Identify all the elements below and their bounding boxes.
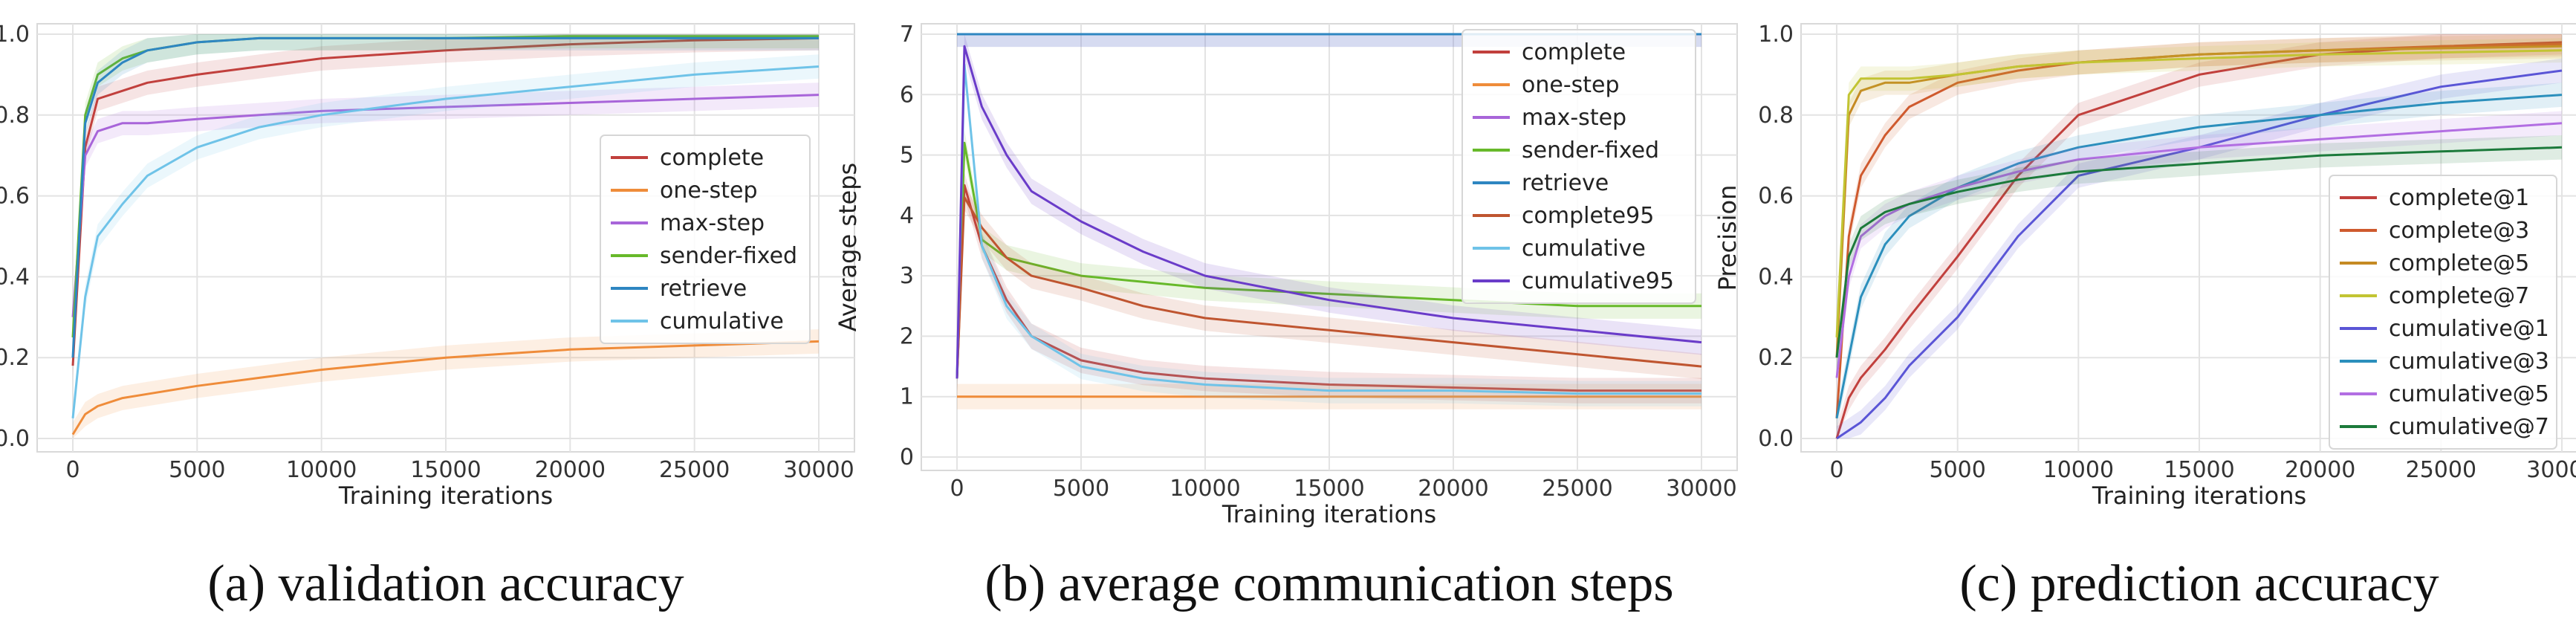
y-tick-label: 5 — [900, 143, 914, 169]
series-line-cumulative@7 — [1835, 146, 2563, 358]
y-tick-label: 1.0 — [0, 22, 30, 48]
series-line-cumulative95 — [956, 45, 1702, 379]
y-tick-label: 3 — [900, 263, 914, 289]
legend-label: cumulative@3 — [2389, 349, 2549, 375]
y-tick-label: 0.0 — [1758, 426, 1794, 452]
x-tick-label: 10000 — [2043, 457, 2114, 483]
legend-label: complete@1 — [2389, 185, 2529, 211]
x-tick-label: 5000 — [1053, 476, 1109, 502]
x-axis-label: Training iterations — [338, 482, 553, 510]
y-tick-label: 0.4 — [0, 264, 30, 290]
series-line-retrieve — [71, 36, 819, 358]
series-line-complete — [71, 36, 820, 366]
legend-label: one-step — [660, 178, 758, 204]
legend-label: cumulative — [1522, 236, 1646, 262]
series-line-cumulative@3 — [1835, 94, 2563, 419]
y-tick-label: 0.4 — [1758, 264, 1794, 290]
x-tick-label: 20000 — [2285, 457, 2355, 483]
x-tick-label: 20000 — [535, 457, 606, 483]
series-band-complete95 — [957, 184, 1701, 392]
chart-panel-2: 0 5000 10000 15000 20000 25000 30000 0 1 2 3 4 5 6 7 Tr… — [834, 22, 1738, 612]
y-tick-label: 0 — [900, 444, 914, 470]
y-axis-label: Precision — [1713, 185, 1742, 291]
series-band-complete@7 — [1837, 38, 2562, 350]
x-tick-label: 30000 — [1666, 476, 1736, 502]
x-tick-label: 10000 — [286, 457, 357, 483]
legend-label: complete — [1522, 39, 1626, 65]
series-line-complete — [956, 184, 1701, 392]
legend-label: max-step — [660, 210, 765, 236]
chart-panel-1: 0 5000 10000 15000 20000 25000 30000 0.0 0.2 0.4 0… — [0, 22, 855, 612]
x-axis-label: Training iterations — [1222, 500, 1436, 528]
series-line-cumulative@5 — [1835, 122, 2563, 378]
y-tick-label: 0.8 — [1758, 103, 1794, 129]
legend-box — [600, 135, 811, 344]
legend-label: cumulative@5 — [2389, 381, 2549, 407]
series-band-cumulative@7 — [1837, 135, 2562, 370]
x-tick-label: 30000 — [783, 457, 854, 483]
x-tick-label: 25000 — [2406, 457, 2476, 483]
series-line-cumulative@1 — [1836, 69, 2563, 440]
series-line-cumulative — [956, 63, 1701, 395]
x-axis-label: Training iterations — [2092, 482, 2306, 510]
series-band-cumulative@3 — [1837, 82, 2562, 431]
series-band-complete — [957, 172, 1701, 404]
legend-label: cumulative — [660, 308, 784, 334]
legend-label: cumulative@1 — [2389, 316, 2549, 342]
legend-label: sender-fixed — [1522, 137, 1659, 163]
y-tick-label: 4 — [900, 203, 914, 229]
x-tick-label: 0 — [950, 476, 964, 502]
x-tick-label: 20000 — [1418, 476, 1488, 502]
series-band-complete@1 — [1837, 34, 2562, 438]
y-axis-label: Average steps — [834, 163, 862, 331]
y-tick-label: 0.0 — [0, 426, 30, 452]
legend-label: complete95 — [1522, 203, 1654, 229]
x-tick-label: 15000 — [2164, 457, 2234, 483]
legend-label: max-step — [1522, 105, 1626, 131]
panel-caption: (b) average communication steps — [984, 555, 1673, 612]
y-tick-label: 6 — [900, 82, 914, 108]
y-tick-label: 0.2 — [1758, 345, 1794, 371]
x-tick-label: 30000 — [2526, 457, 2576, 483]
x-tick-label: 5000 — [169, 457, 225, 483]
legend-label: cumulative@7 — [2389, 414, 2549, 440]
panel-caption: (c) prediction accuracy — [1959, 555, 2439, 612]
y-tick-label: 0.8 — [0, 103, 30, 129]
y-tick-label: 1 — [900, 384, 914, 410]
legend-label: retrieve — [660, 276, 747, 302]
legend-label: complete — [660, 145, 764, 171]
x-tick-label: 10000 — [1169, 476, 1240, 502]
legend-label: complete@7 — [2389, 283, 2529, 309]
legend-box — [2329, 175, 2557, 450]
series-line-max-step — [71, 94, 820, 317]
panel-caption: (a) validation accuracy — [207, 555, 684, 612]
legend-label: one-step — [1522, 72, 1620, 98]
series-band-max-step — [73, 82, 819, 330]
y-tick-label: 0.2 — [0, 345, 30, 371]
x-tick-label: 0 — [1829, 457, 1843, 483]
series-line-complete@7 — [1835, 49, 2563, 338]
y-tick-label: 0.6 — [0, 184, 30, 210]
legend-label: complete@5 — [2389, 250, 2529, 276]
x-tick-label: 0 — [65, 457, 80, 483]
series-line-one-step — [71, 340, 820, 435]
x-tick-label: 25000 — [1542, 476, 1612, 502]
y-tick-label: 0.6 — [1758, 184, 1794, 210]
series-line-cumulative — [71, 65, 820, 418]
y-tick-label: 2 — [900, 323, 914, 349]
legend-label: sender-fixed — [660, 243, 797, 269]
legend-box — [1461, 29, 1696, 304]
x-tick-label: 15000 — [1294, 476, 1364, 502]
series-band-one-step — [73, 329, 819, 438]
x-tick-label: 25000 — [659, 457, 730, 483]
y-tick-label: 7 — [900, 22, 914, 48]
x-tick-label: 15000 — [410, 457, 481, 483]
legend-label: complete@3 — [2389, 218, 2529, 244]
chart-panel-3: 0 5000 10000 15000 20000 25000 30000 0.0 0.2 0.4 0… — [1713, 22, 2576, 612]
y-tick-label: 1.0 — [1758, 22, 1794, 48]
x-tick-label: 5000 — [1929, 457, 1985, 483]
legend-label: cumulative95 — [1522, 268, 1674, 294]
legend-label: retrieve — [1522, 170, 1609, 196]
